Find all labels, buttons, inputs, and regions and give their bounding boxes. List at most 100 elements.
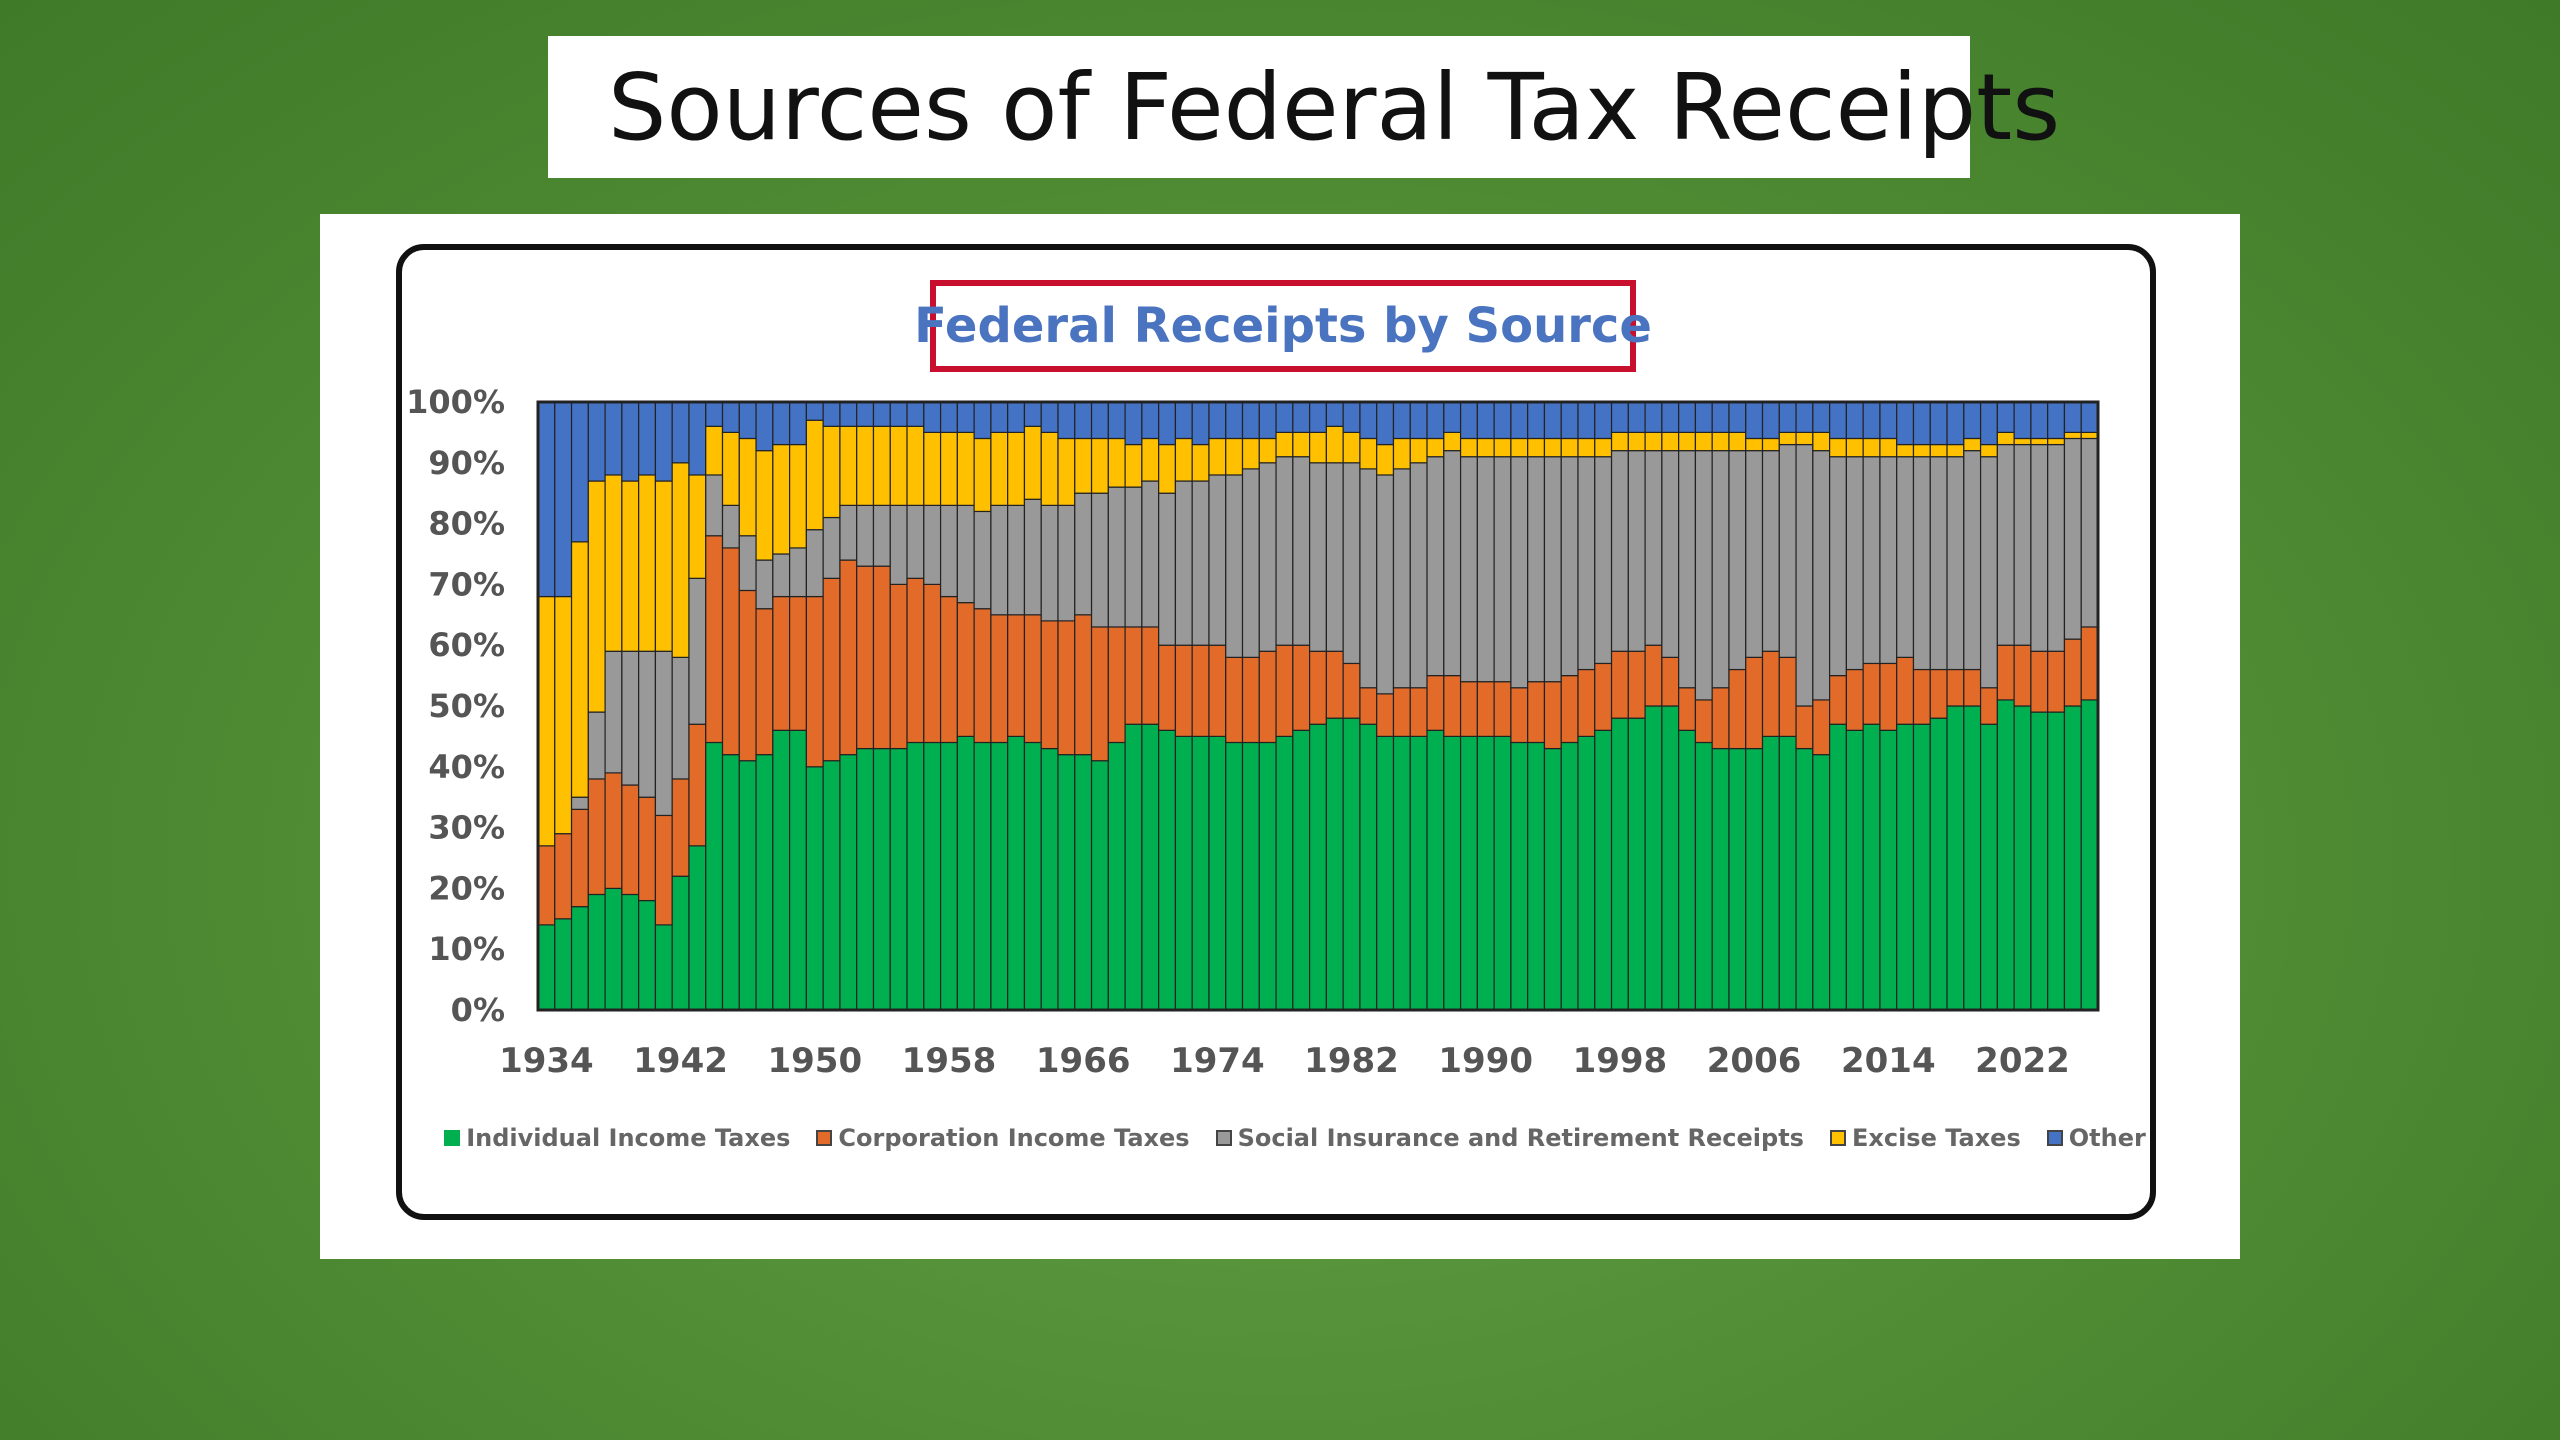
bar-individual-1948 — [772, 729, 791, 1011]
bar-other-1959 — [956, 401, 975, 433]
bar-excise-1959 — [956, 431, 975, 506]
bar-social-1976 — [1241, 468, 1260, 658]
bar-excise-1947 — [755, 450, 774, 561]
bar-individual-2013 — [1862, 723, 1881, 1011]
bar-social-1953 — [856, 504, 875, 567]
bar-other-2001 — [1661, 401, 1680, 433]
bar-excise-2020 — [1979, 443, 1998, 458]
bar-social-1997 — [1594, 456, 1613, 665]
bar-corporation-2006 — [1745, 656, 1764, 750]
bar-individual-1959 — [956, 735, 975, 1011]
bar-individual-1961 — [990, 741, 1009, 1011]
bar-social-1989 — [1459, 456, 1478, 683]
bar-individual-1952 — [839, 754, 858, 1011]
bar-social-2015 — [1896, 456, 1915, 658]
bar-corporation-2016 — [1912, 668, 1931, 725]
y-tick-label: 80% — [428, 505, 505, 543]
bar-individual-1973 — [1191, 735, 1210, 1011]
bar-social-1945 — [721, 504, 740, 549]
bar-other-1952 — [839, 401, 858, 427]
bar-other-2009 — [1795, 401, 1814, 433]
bar-individual-1946 — [738, 760, 757, 1011]
bar-other-2011 — [1829, 401, 1847, 440]
bar-excise-1939 — [621, 480, 640, 652]
bar-corporation-1964 — [1040, 620, 1059, 750]
bar-corporation-1940 — [638, 796, 657, 902]
bar-other-1996 — [1577, 401, 1596, 440]
bar-excise-1972 — [1174, 437, 1193, 482]
bar-excise-2012 — [1845, 437, 1864, 458]
bar-individual-1938 — [604, 887, 623, 1011]
legend-label-social: Social Insurance and Retirement Receipts — [1237, 1124, 1804, 1152]
bar-excise-1934 — [537, 595, 556, 847]
bar-social-1963 — [1023, 498, 1042, 616]
bar-other-2010 — [1812, 401, 1831, 433]
bar-individual-2019 — [1963, 705, 1982, 1011]
bar-corporation-1934 — [537, 845, 556, 926]
bar-social-2023 — [2030, 443, 2049, 652]
bar-social-1941 — [654, 650, 673, 817]
bar-corporation-2004 — [1711, 687, 1730, 750]
bar-other-1976 — [1241, 401, 1260, 440]
bar-corporation-1991 — [1493, 681, 1512, 737]
x-tick-label: 1942 — [633, 1041, 728, 1081]
bar-other-1965 — [1057, 401, 1076, 440]
bar-corporation-1979 — [1292, 644, 1311, 731]
bar-individual-1956 — [906, 741, 925, 1011]
x-tick-label: 1958 — [902, 1041, 997, 1081]
bar-corporation-1990 — [1476, 681, 1495, 737]
bar-other-1936 — [570, 401, 589, 543]
bar-other-1987 — [1426, 401, 1445, 440]
bar-other-1966 — [1074, 401, 1093, 440]
bar-other-1995 — [1560, 401, 1579, 440]
bar-individual-1943 — [688, 845, 707, 1011]
bar-corporation-1980 — [1309, 650, 1327, 725]
bar-excise-2004 — [1711, 431, 1730, 452]
y-axis-ticks: 0% 10% 20% 30% 40% 50% 60% 70% 80% 90% 100% — [406, 383, 505, 1029]
bar-social-1948 — [772, 553, 791, 598]
bar-other-1975 — [1225, 401, 1244, 440]
bar-other-2019 — [1963, 401, 1982, 440]
x-tick-label: 2006 — [1707, 1041, 1802, 1081]
bar-other-1974 — [1208, 401, 1227, 440]
bar-other-1947 — [755, 401, 774, 452]
bar-social-1973 — [1191, 480, 1210, 646]
bar-corporation-2020 — [1979, 687, 1998, 725]
bar-individual-1966 — [1074, 754, 1093, 1011]
bar-corporation-1963 — [1023, 614, 1042, 744]
bar-excise-1973 — [1191, 443, 1210, 482]
x-tick-label: 1934 — [499, 1041, 594, 1081]
bar-excise-2003 — [1694, 431, 1713, 452]
bar-other-2012 — [1845, 401, 1864, 440]
bar-corporation-1936 — [570, 808, 589, 908]
bar-social-1983 — [1359, 468, 1378, 689]
bar-corporation-1955 — [889, 583, 908, 750]
bar-individual-1958 — [939, 741, 958, 1011]
bar-social-1974 — [1208, 474, 1227, 646]
bar-individual-1967 — [1090, 760, 1109, 1011]
bar-social-2004 — [1711, 450, 1730, 689]
bar-excise-1978 — [1275, 431, 1294, 458]
bar-other-1979 — [1292, 401, 1311, 433]
bar-other-2007 — [1761, 401, 1780, 440]
bar-social-2011 — [1829, 456, 1847, 677]
bar-individual-2021 — [1996, 699, 2015, 1011]
bar-other-1948 — [772, 401, 791, 446]
y-tick-label: 60% — [428, 626, 505, 664]
bar-corporation-1971 — [1158, 644, 1177, 731]
bar-corporation-2014 — [1879, 662, 1898, 731]
bar-other-1943 — [688, 401, 707, 476]
bar-excise-1993 — [1527, 437, 1546, 458]
bar-corporation-1946 — [738, 589, 757, 762]
bar-corporation-1994 — [1543, 681, 1562, 750]
bar-corporation-1986 — [1409, 687, 1428, 738]
bar-excise-1946 — [738, 437, 757, 537]
bar-individual-1980 — [1309, 723, 1327, 1011]
bar-corporation-1975 — [1225, 656, 1244, 744]
bar-individual-2008 — [1778, 735, 1797, 1011]
bar-corporation-1973 — [1191, 644, 1210, 738]
bar-corporation-1950 — [805, 595, 824, 768]
bar-social-1987 — [1426, 456, 1445, 677]
bar-individual-2003 — [1694, 741, 1713, 1011]
bar-social-1993 — [1527, 456, 1546, 683]
